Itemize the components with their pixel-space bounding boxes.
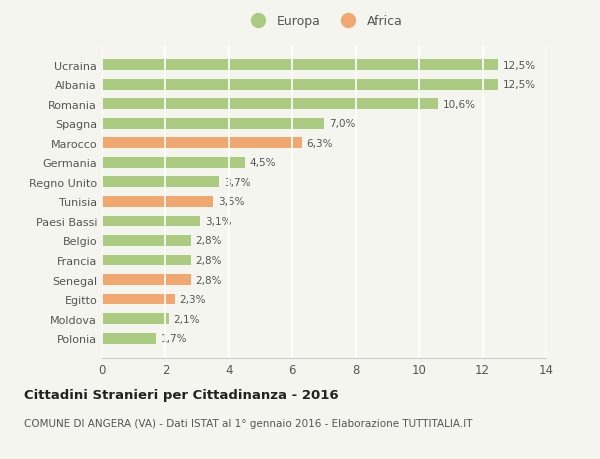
Bar: [102, 79, 499, 90]
Bar: [102, 313, 169, 325]
Bar: [102, 274, 191, 285]
Bar: [102, 177, 220, 188]
Text: 2,8%: 2,8%: [196, 275, 222, 285]
Text: 3,5%: 3,5%: [218, 197, 244, 207]
Bar: [102, 118, 324, 129]
Text: 2,3%: 2,3%: [180, 295, 206, 304]
Text: 4,5%: 4,5%: [250, 158, 276, 168]
Bar: [102, 157, 245, 168]
Bar: [102, 294, 175, 305]
Text: 1,7%: 1,7%: [161, 334, 187, 343]
Text: 3,7%: 3,7%: [224, 178, 251, 187]
Bar: [102, 333, 156, 344]
Text: 12,5%: 12,5%: [503, 61, 536, 70]
Bar: [102, 60, 499, 71]
Legend: Europa, Africa: Europa, Africa: [242, 11, 406, 32]
Text: 2,8%: 2,8%: [196, 236, 222, 246]
Text: 7,0%: 7,0%: [329, 119, 355, 129]
Text: Cittadini Stranieri per Cittadinanza - 2016: Cittadini Stranieri per Cittadinanza - 2…: [24, 388, 338, 401]
Text: 10,6%: 10,6%: [443, 100, 476, 109]
Bar: [102, 216, 200, 227]
Text: 6,3%: 6,3%: [307, 139, 333, 148]
Text: 12,5%: 12,5%: [503, 80, 536, 90]
Text: 3,1%: 3,1%: [205, 217, 232, 226]
Bar: [102, 255, 191, 266]
Text: 2,1%: 2,1%: [173, 314, 200, 324]
Bar: [102, 138, 302, 149]
Text: 2,8%: 2,8%: [196, 256, 222, 265]
Bar: [102, 235, 191, 246]
Text: COMUNE DI ANGERA (VA) - Dati ISTAT al 1° gennaio 2016 - Elaborazione TUTTITALIA.: COMUNE DI ANGERA (VA) - Dati ISTAT al 1°…: [24, 418, 473, 428]
Bar: [102, 99, 438, 110]
Bar: [102, 196, 213, 207]
